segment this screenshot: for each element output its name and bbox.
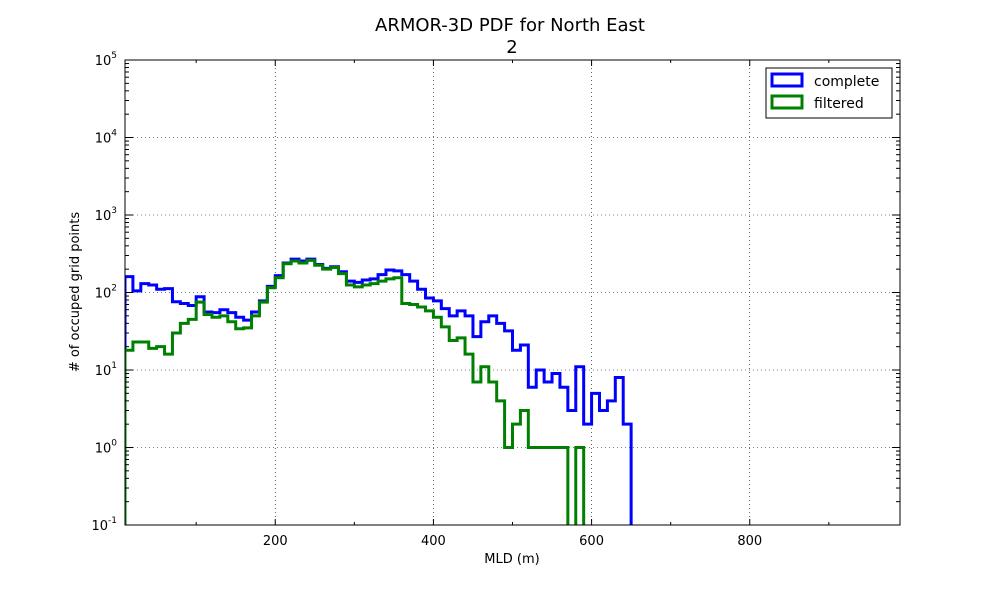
x-tick-label: 400	[421, 534, 446, 549]
series-complete	[125, 257, 633, 525]
y-tick-label: 103	[95, 206, 117, 224]
legend-label-filtered: filtered	[814, 96, 864, 112]
chart-subtitle: 2	[506, 37, 517, 58]
x-tick-label: 600	[579, 534, 604, 549]
legend-box	[765, 67, 893, 119]
x-tick-label: 200	[263, 534, 288, 549]
legend-swatch-complete	[770, 72, 804, 88]
y-tick-label: 10-1	[91, 516, 117, 534]
x-axis-label: MLD (m)	[484, 552, 539, 567]
legend: complete filtered	[765, 67, 893, 119]
grid-lines	[125, 59, 900, 526]
y-tick-label: 100	[95, 439, 118, 457]
y-tick-label: 101	[95, 361, 117, 379]
y-tick-label: 104	[95, 129, 118, 147]
x-tick-label: 800	[737, 534, 762, 549]
legend-label-complete: complete	[814, 74, 879, 90]
axis-ticks: 200 400 600 800 10-1 100 101 102 103 104 105	[91, 51, 900, 549]
legend-swatch-filtered	[770, 94, 804, 110]
chart-title: ARMOR-3D PDF for North East	[375, 15, 645, 36]
series-filtered	[125, 258, 586, 525]
series-lines	[125, 257, 633, 525]
y-tick-label: 105	[95, 51, 117, 69]
y-axis-label: # of occuped grid points	[68, 212, 83, 373]
y-tick-label: 102	[95, 284, 117, 302]
